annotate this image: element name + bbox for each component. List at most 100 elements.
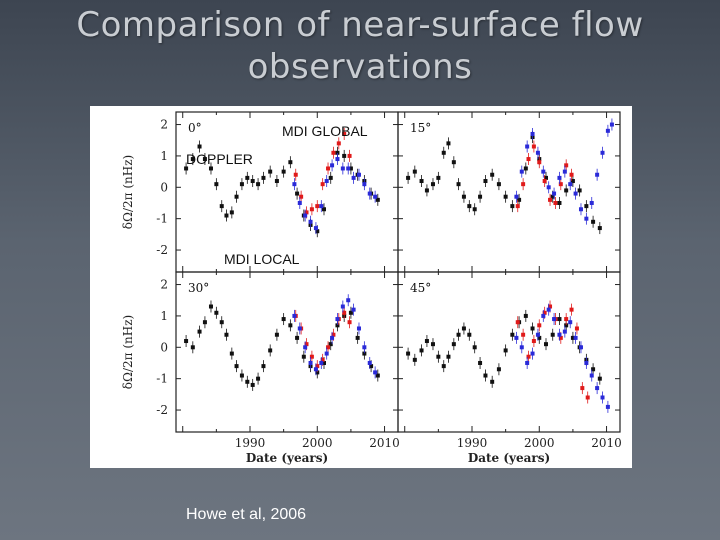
data-point (229, 351, 234, 356)
series-mdi-local (514, 303, 610, 413)
data-point (369, 364, 374, 369)
data-point (589, 373, 594, 378)
data-point (552, 317, 557, 322)
data-point (190, 157, 195, 162)
data-point (299, 194, 304, 199)
data-point (578, 207, 583, 212)
panel-label: 30° (188, 281, 209, 295)
data-point (340, 304, 345, 309)
citation: Howe et al, 2006 (186, 506, 307, 523)
data-point (308, 360, 313, 365)
series-doppler (406, 131, 602, 235)
data-point (461, 326, 466, 331)
data-point (367, 360, 372, 365)
data-point (531, 339, 536, 344)
data-point (584, 216, 589, 221)
data-point (569, 172, 574, 177)
data-point (297, 200, 302, 205)
data-point (373, 370, 378, 375)
data-point (451, 160, 456, 165)
series-mdi-global (293, 127, 352, 219)
data-point (472, 207, 477, 212)
data-point (313, 367, 318, 372)
y-tick-label: 2 (160, 278, 168, 292)
data-point (535, 150, 540, 155)
data-point (202, 157, 207, 162)
data-point (340, 166, 345, 171)
data-point (451, 342, 456, 347)
data-point (530, 351, 535, 356)
data-point (537, 323, 542, 328)
data-point (446, 354, 451, 359)
data-point (319, 204, 324, 209)
data-point (564, 317, 569, 322)
data-point (526, 354, 531, 359)
data-point (430, 342, 435, 347)
data-point (342, 153, 347, 158)
data-point (430, 182, 435, 187)
data-point (315, 370, 320, 375)
data-point (441, 150, 446, 155)
data-point (573, 191, 578, 196)
data-point (595, 172, 600, 177)
data-point (326, 345, 331, 350)
panel-frame (397, 271, 621, 433)
data-point (328, 175, 333, 180)
data-point (351, 307, 356, 312)
data-point (197, 144, 202, 149)
data-point (356, 326, 361, 331)
data-point (530, 131, 535, 136)
data-point (467, 204, 472, 209)
data-point (483, 179, 488, 184)
data-point (544, 342, 548, 347)
data-point (406, 351, 411, 356)
data-point (537, 160, 542, 165)
data-point (535, 332, 540, 337)
data-point (584, 204, 589, 209)
data-point (309, 207, 314, 212)
data-point (362, 182, 367, 187)
data-point (564, 323, 569, 328)
panel-frame (397, 111, 621, 273)
data-point (525, 360, 530, 365)
data-point (315, 364, 320, 369)
data-point (589, 200, 594, 205)
series-mdi-local (292, 153, 378, 235)
data-point (351, 175, 356, 180)
y-tick-label: -2 (156, 403, 168, 417)
data-point (558, 335, 563, 340)
data-point (424, 339, 429, 344)
data-point (330, 163, 335, 168)
series-mdi-local (292, 294, 378, 379)
data-point (412, 169, 417, 174)
panel-label: 45° (410, 281, 431, 295)
data-point (288, 323, 293, 328)
data-point (552, 191, 557, 196)
data-point (261, 175, 266, 180)
data-point (315, 229, 320, 234)
data-point (609, 122, 614, 127)
data-point (541, 169, 546, 174)
slide-title-line-2: observations (247, 47, 473, 87)
data-point (250, 179, 255, 184)
data-point (219, 320, 224, 325)
data-point (472, 345, 477, 350)
data-point (597, 226, 602, 231)
data-point (578, 345, 583, 350)
data-point (519, 345, 524, 350)
data-point (288, 160, 293, 165)
data-point (362, 345, 367, 350)
data-point (412, 357, 417, 362)
data-point (304, 210, 309, 215)
data-point (256, 182, 261, 187)
data-point (356, 172, 361, 177)
series-mdi-global (515, 140, 574, 213)
data-point (558, 182, 563, 187)
data-point (521, 332, 526, 337)
y-tick-label: 0 (160, 340, 168, 354)
data-point (496, 182, 501, 187)
y-tick-label: -2 (156, 243, 168, 257)
data-point (503, 348, 508, 353)
data-point (525, 144, 530, 149)
data-point (580, 386, 585, 391)
